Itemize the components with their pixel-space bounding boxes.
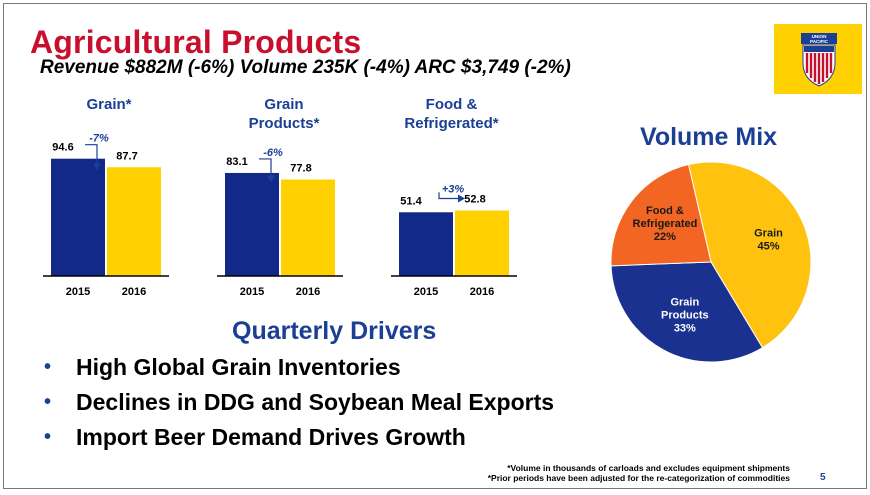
logo-text-bottom: PACIFIC	[810, 39, 829, 44]
union-pacific-shield-icon: UNION PACIFIC	[801, 33, 837, 87]
drivers-list: • High Global Grain Inventories • Declines…	[44, 352, 554, 457]
bullet-icon: •	[44, 391, 52, 413]
page-subtitle: Revenue $882M (-6%) Volume 235K (-4%) AR…	[40, 57, 571, 78]
bar-2016	[281, 179, 335, 276]
driver-text: High Global Grain Inventories	[76, 354, 401, 380]
volume-mix-pie-chart: Grain 45% Grain Products 33% Food & Refrigerat…	[610, 161, 812, 363]
logo-box: UNION PACIFIC	[774, 24, 862, 94]
page-number: 5	[820, 472, 826, 483]
change-arrow-line	[259, 158, 272, 177]
footnote-1: *Volume in thousands of carloads and exc…	[507, 463, 790, 473]
volume-mix-title: Volume Mix	[640, 123, 778, 151]
pie-slice-label: Grain Products 33%	[661, 296, 709, 334]
pie-slice-label: Food & Refrigerated 22%	[633, 205, 698, 243]
driver-text: Import Beer Demand Drives Growth	[76, 424, 466, 450]
bar-2016	[107, 167, 161, 276]
food-chart-title-line1: Food &	[425, 96, 478, 113]
tick-label: 2015	[414, 286, 438, 298]
value-label: 94.6	[52, 142, 73, 154]
driver-text: Declines in DDG and Soybean Meal Exports	[76, 389, 555, 415]
tick-label: 2015	[66, 286, 90, 298]
bar-2015	[225, 172, 279, 276]
pie-slice-label: Grain 45%	[754, 227, 783, 252]
change-label: -7%	[89, 133, 109, 145]
food-chart-title-line2: Refrigerated*	[404, 115, 499, 132]
footnote-2: *Prior periods have been adjusted for th…	[487, 473, 790, 483]
pie-slice-grain-products	[610, 261, 764, 363]
bullet-icon: •	[44, 426, 52, 448]
bullet-icon: •	[44, 356, 52, 378]
grain-products-chart-title-line1: Grain	[264, 96, 304, 113]
value-label: 77.8	[290, 163, 311, 175]
change-label: +3%	[442, 184, 465, 196]
grain-chart-title: Grain*	[86, 96, 132, 113]
change-label: -6%	[263, 147, 283, 159]
change-arrow-head	[458, 194, 465, 203]
tick-label: 2016	[296, 286, 320, 298]
grain-products-chart-title-line2: Products*	[248, 115, 320, 132]
value-label: 51.4	[400, 195, 422, 207]
value-label: 52.8	[464, 194, 485, 206]
change-arrow-head	[93, 163, 101, 171]
logo-text-top: UNION	[812, 34, 827, 39]
pie-slice-food-refrigerated	[610, 163, 712, 267]
bar-2015	[51, 158, 105, 276]
list-item: • Declines in DDG and Soybean Meal Export…	[44, 387, 554, 422]
bar-2015	[399, 212, 453, 276]
quarterly-drivers-heading: Quarterly Drivers	[232, 317, 437, 345]
tick-label: 2016	[470, 286, 494, 298]
list-item: • High Global Grain Inventories	[44, 352, 554, 387]
change-arrow-head	[267, 175, 275, 183]
bar-2016	[455, 210, 509, 276]
bar-charts: 94.6 87.7 2015 2016 -7% 83.1 77.8 2015 2016 -6% 51…	[43, 133, 517, 298]
page-title: Agricultural Products	[30, 24, 362, 60]
slide: Agricultural Products Revenue $882M (-6%…	[3, 3, 867, 489]
tick-label: 2015	[240, 286, 264, 298]
pie-slice-grain	[687, 161, 812, 349]
tick-label: 2016	[122, 286, 146, 298]
change-arrow-line	[85, 144, 98, 165]
list-item: • Import Beer Demand Drives Growth	[44, 422, 554, 457]
value-label: 87.7	[116, 150, 137, 162]
value-label: 83.1	[226, 156, 247, 168]
change-arrow-line	[438, 192, 459, 200]
